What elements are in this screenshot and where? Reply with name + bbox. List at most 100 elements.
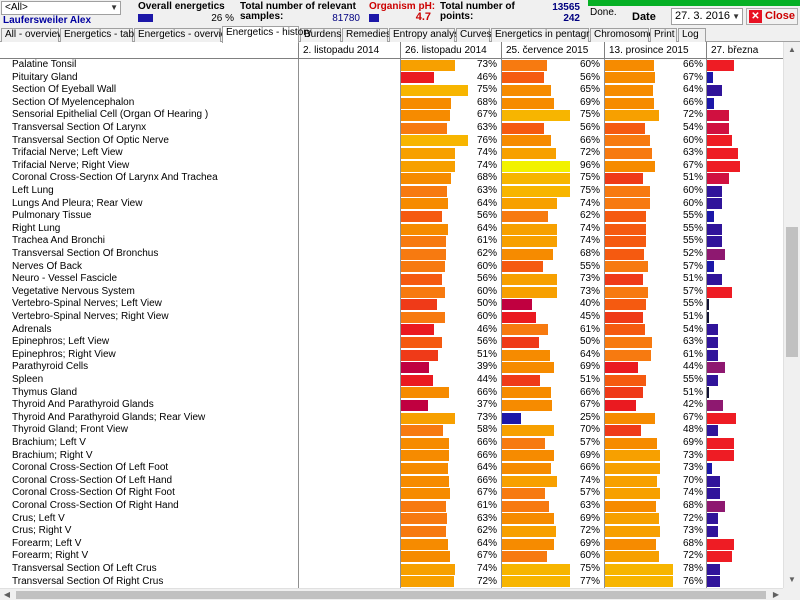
energy-bar — [502, 387, 551, 399]
table-row[interactable]: Brachium; Right V 66% 69% 73% — [0, 450, 783, 463]
table-row[interactable]: Epinephros; Left View 56% 50% 63% — [0, 336, 783, 349]
percent-value: 66% — [476, 386, 497, 398]
table-row[interactable]: Adrenals 46% 61% 54% — [0, 324, 783, 337]
table-row[interactable]: Pituitary Gland 46% 56% 67% — [0, 72, 783, 85]
table-row[interactable]: Transversal Section Of Bronchus 62% 68% 52% — [0, 248, 783, 261]
energy-bar — [400, 399, 428, 411]
close-button[interactable]: ✕ Close — [746, 8, 798, 25]
table-row[interactable]: Coronal Cross-Section Of Larynx And Trac… — [0, 172, 783, 185]
table-row[interactable]: Trifacial Nerve; Right View 74% 96% 67% — [0, 160, 783, 173]
energy-bar — [502, 311, 536, 323]
energy-bar — [502, 450, 554, 462]
table-row[interactable]: Pulmonary Tissue 56% 62% 55% — [0, 210, 783, 223]
client-name: Laufersweiler Alex — [3, 15, 92, 26]
percent-value: 68% — [476, 96, 497, 108]
scroll-up-icon[interactable]: ▲ — [788, 45, 796, 54]
table-row[interactable]: Forearm; Right V 67% 60% 72% — [0, 550, 783, 563]
table-row[interactable]: Trachea And Bronchi 61% 74% 55% — [0, 235, 783, 248]
table-row[interactable]: Crus; Left V 63% 69% 72% — [0, 513, 783, 526]
tab-burdens[interactable]: Burdens — [300, 28, 341, 42]
tab-energetics-in-pentagram[interactable]: Energetics in pentagram — [491, 28, 603, 42]
percent-value: 67% — [579, 399, 600, 411]
table-row[interactable]: Vegetative Nervous System 60% 73% 57% — [0, 286, 783, 299]
energy-bar — [605, 551, 659, 563]
energy-bar — [400, 475, 449, 487]
scrollbar-thumb[interactable] — [16, 591, 766, 599]
column-header-date[interactable]: 27. března 2016 — [706, 42, 783, 73]
table-row[interactable]: Coronal Cross-Section Of Left Hand 66% 74%… — [0, 475, 783, 488]
tab-remedies[interactable]: Remedies — [342, 28, 391, 42]
table-row[interactable]: Lungs And Pleura; Rear View 64% 74% 60% — [0, 198, 783, 211]
column-header-date[interactable]: 2. listopadu 2014 — [298, 42, 400, 59]
energy-bar — [502, 185, 570, 197]
table-row[interactable]: Parathyroid Cells 39% 69% 44% — [0, 361, 783, 374]
table-row[interactable]: Transversal Section Of Right Crus 72% 77% 7… — [0, 576, 783, 588]
scroll-left-icon[interactable]: ◀ — [3, 590, 11, 599]
table-row[interactable]: Brachium; Left V 66% 57% 69% — [0, 437, 783, 450]
table-row[interactable]: Forearm; Left V 64% 69% 68% — [0, 538, 783, 551]
tab-all-overview[interactable]: All - overview — [1, 28, 64, 42]
vertical-scrollbar[interactable]: ▲ ▼ — [783, 42, 800, 588]
table-row[interactable]: Palatine Tonsil 73% 60% 66% — [0, 59, 783, 72]
table-row[interactable]: Transversal Section Of Larynx 63% 56% 54% — [0, 122, 783, 135]
chevron-down-icon[interactable]: ▼ — [732, 12, 740, 21]
table-row[interactable]: Crus; Right V 62% 72% 73% — [0, 525, 783, 538]
column-header-date[interactable]: 25. července 2015 — [501, 42, 604, 59]
percent-value: 68% — [579, 248, 600, 259]
energy-bar — [400, 236, 446, 248]
table-row[interactable]: Left Lung 63% 75% 60% — [0, 185, 783, 198]
energy-bar — [502, 500, 549, 512]
horizontal-scrollbar[interactable]: ◀ ▶ — [0, 588, 783, 600]
scrollbar-thumb[interactable] — [786, 227, 798, 357]
table-row[interactable]: Thymus Gland 66% 66% 51% — [0, 387, 783, 400]
chevron-down-icon[interactable]: ▼ — [110, 3, 118, 12]
table-row[interactable]: Sensorial Epithelial Cell (Organ Of Hear… — [0, 109, 783, 122]
table-row[interactable]: Nerves Of Back 60% 55% 57% — [0, 261, 783, 274]
table-row[interactable]: Vertebro-Spinal Nerves; Left View 50% 40% 5… — [0, 298, 783, 311]
percent-value: 46% — [476, 323, 497, 335]
tab-chromosomes[interactable]: Chromosomes — [590, 28, 659, 42]
table-row[interactable]: Coronal Cross-Section Of Right Hand 61% 63… — [0, 500, 783, 513]
table-row[interactable]: Thyroid And Parathyroid Glands; Rear Vie… — [0, 412, 783, 425]
tab-energetics-overview[interactable]: Energetics - overview — [134, 28, 234, 42]
percent-value: 67% — [682, 411, 703, 423]
column-header-date[interactable]: 26. listopadu 2014 — [400, 42, 501, 59]
table-row[interactable]: Neuro - Vessel Fascicle 56% 73% 51% — [0, 273, 783, 286]
table-row[interactable]: Spleen 44% 51% 55% — [0, 374, 783, 387]
tab-curves[interactable]: Curves — [456, 28, 492, 42]
table-row[interactable]: Trifacial Nerve; Left View 74% 72% 63% — [0, 147, 783, 160]
table-row[interactable]: Transversal Section Of Optic Nerve 76% 66%… — [0, 135, 783, 148]
tab-energetics-history[interactable]: Energetics - history — [222, 26, 312, 43]
table-row[interactable]: Section Of Myelencephalon 68% 69% 66% — [0, 97, 783, 110]
client-select[interactable]: <All> ▼ — [1, 1, 121, 15]
table-row[interactable]: Epinephros; Right View 51% 64% 61% — [0, 349, 783, 362]
organ-name: Brachium; Left V — [12, 437, 86, 448]
tab-print[interactable]: Print — [650, 28, 677, 42]
energy-bar — [502, 513, 554, 525]
table-row[interactable]: Thyroid Gland; Front View 58% 70% 48% — [0, 424, 783, 437]
energy-bar — [707, 412, 736, 424]
table-row[interactable]: Vertebro-Spinal Nerves; Right View 60% 45%… — [0, 311, 783, 324]
table-row[interactable]: Transversal Section Of Left Crus 74% 75% 78… — [0, 563, 783, 576]
table-row[interactable]: Coronal Cross-Section Of Left Foot 64% 66%… — [0, 462, 783, 475]
energy-bar — [400, 311, 445, 323]
table-row[interactable]: Coronal Cross-Section Of Right Foot 67% 57… — [0, 487, 783, 500]
scroll-right-icon[interactable]: ▶ — [772, 590, 780, 599]
percent-value: 76% — [476, 134, 497, 146]
table-row[interactable]: Section Of Eyeball Wall 75% 65% 64% — [0, 84, 783, 97]
date-picker[interactable]: 27. 3. 2016 ▼ — [671, 8, 743, 25]
energy-bar — [707, 362, 725, 374]
scroll-down-icon[interactable]: ▼ — [788, 575, 796, 584]
table-row[interactable]: Thyroid And Parathyroid Glands 37% 67% 42% — [0, 399, 783, 412]
energy-bar — [707, 97, 714, 109]
energy-bar — [400, 387, 449, 399]
tab-energetics-table[interactable]: Energetics - table — [60, 28, 142, 42]
table-row[interactable]: Right Lung 64% 74% 55% — [0, 223, 783, 236]
tab-entropy-analysis[interactable]: Entropy analysis — [389, 28, 466, 42]
percent-value: 44% — [476, 374, 497, 385]
column-header-date[interactable]: 13. prosince 2015 — [604, 42, 706, 59]
percent-value: 56% — [579, 71, 600, 83]
percent-value: 48% — [682, 424, 703, 436]
energy-bar — [605, 324, 645, 336]
tab-log[interactable]: Log — [678, 28, 706, 42]
